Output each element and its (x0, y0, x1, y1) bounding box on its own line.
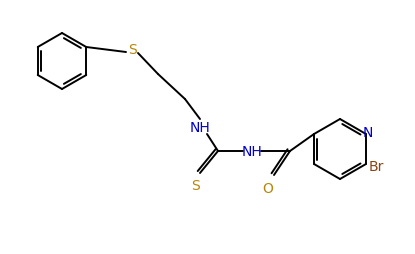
Text: Br: Br (368, 159, 384, 173)
Text: NH: NH (190, 121, 210, 134)
Text: O: O (263, 181, 273, 195)
Text: S: S (192, 178, 200, 192)
Text: N: N (363, 125, 373, 139)
Text: NH: NH (242, 145, 262, 158)
Text: S: S (128, 43, 137, 57)
